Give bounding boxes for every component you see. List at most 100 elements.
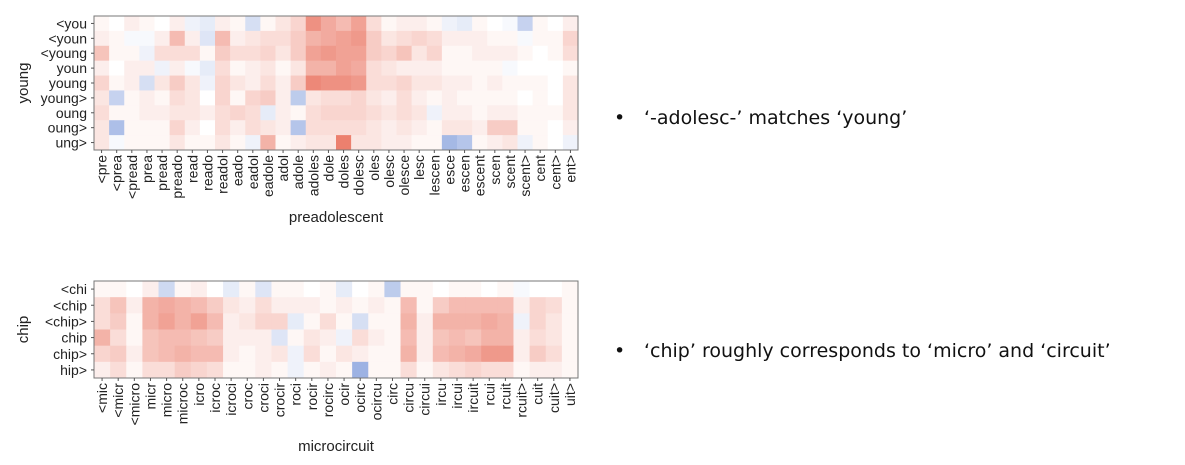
heatmap-cell — [154, 45, 171, 62]
heatmap-cell — [381, 75, 397, 91]
heatmap-cell — [396, 45, 413, 62]
x-tick-label: croc — [239, 383, 255, 409]
heatmap-cell — [290, 60, 307, 77]
annotation-text: ‘-adolesc-’ matches ‘young’ — [644, 107, 908, 129]
heatmap-cell — [432, 313, 450, 330]
heatmap-cell — [223, 345, 240, 363]
x-tick-label: circui — [417, 383, 433, 416]
heatmap-cell — [305, 30, 322, 47]
heatmap-cell — [124, 75, 140, 91]
heatmap-cell — [190, 345, 208, 363]
x-tick-label: ent> — [562, 155, 578, 183]
heatmap-cell — [502, 120, 518, 136]
heatmap-cell — [384, 361, 402, 379]
heatmap-cell — [190, 281, 208, 298]
heatmap-cell — [497, 313, 514, 330]
x-tick-label: readol — [215, 155, 231, 194]
heatmap-cell — [184, 16, 201, 32]
heatmap-cell — [319, 329, 337, 347]
heatmap-cell — [411, 105, 428, 121]
heatmap-cell — [472, 120, 488, 136]
heatmap-cell — [366, 75, 382, 91]
heatmap-cell — [487, 105, 503, 121]
heatmap-cell — [561, 345, 579, 363]
heatmap-cell — [154, 60, 171, 77]
heatmap-cell — [320, 75, 337, 91]
heatmap-cell — [303, 297, 321, 314]
x-tick-label: rcuit — [497, 383, 513, 410]
heatmap-cell — [336, 90, 352, 106]
heatmap-cell — [545, 297, 563, 314]
heatmap-cell — [124, 135, 140, 151]
heatmap-cell — [432, 361, 450, 379]
heatmap-cell — [255, 329, 272, 347]
plot-frame — [93, 280, 579, 379]
x-tick-label: cent> — [547, 155, 563, 190]
heatmap-cell — [517, 75, 534, 91]
heatmap-cell — [174, 361, 192, 379]
heatmap-cell — [465, 281, 482, 298]
heatmap-cell — [529, 361, 547, 379]
heatmap-cell — [169, 45, 186, 62]
heatmap-cell — [547, 135, 564, 151]
heatmap-cell — [255, 297, 272, 314]
bullet-icon: • — [614, 107, 626, 129]
heatmap-cell — [109, 45, 125, 62]
heatmap-cell — [532, 105, 549, 121]
heatmap-cell — [381, 120, 397, 136]
heatmap-cell — [457, 75, 473, 91]
heatmap-cell — [158, 361, 176, 379]
heatmap-cell — [529, 297, 547, 314]
heatmap-cell — [381, 105, 397, 121]
heatmap-cell — [547, 45, 564, 62]
heatmap-cell — [109, 16, 125, 32]
heatmap-cell — [230, 60, 246, 77]
heatmap-cell — [158, 329, 176, 347]
heatmap-cell — [260, 75, 276, 91]
heatmap-cell — [396, 90, 413, 106]
heatmap-cell — [287, 297, 305, 314]
y-tick-label: young> — [41, 90, 87, 106]
heatmap-cell — [366, 16, 382, 32]
heatmap-cell — [487, 60, 503, 77]
heatmap-cell — [215, 120, 231, 136]
x-tick-label: ircu — [433, 383, 449, 406]
heatmap-cell — [169, 75, 186, 91]
heatmap-cell — [396, 120, 413, 136]
heatmap-cell — [366, 120, 382, 136]
heatmap-cell — [184, 45, 201, 62]
bullet-icon: • — [614, 340, 626, 362]
heatmap-cell — [457, 90, 473, 106]
heatmap-cell — [110, 281, 127, 298]
heatmap-cell — [223, 361, 240, 379]
heatmap-cell — [169, 120, 186, 136]
heatmap-cell — [245, 60, 261, 77]
x-tick-label: micr — [142, 383, 158, 410]
heatmap-cell — [174, 313, 192, 330]
heatmap-cell — [497, 361, 514, 379]
heatmap-cell — [396, 105, 413, 121]
x-tick-label: crocir — [272, 383, 288, 418]
heatmap-cell — [562, 105, 579, 121]
heatmap-cell — [142, 297, 160, 314]
x-tick-label: cuit> — [546, 383, 562, 413]
heatmap-cell — [320, 105, 337, 121]
heatmap-cell — [562, 30, 579, 47]
heatmap-cell — [126, 297, 143, 314]
heatmap-cell — [416, 329, 434, 347]
y-tick-label: <chip — [53, 297, 87, 313]
x-tick-label: microc — [175, 383, 191, 424]
heatmap-cell — [547, 30, 564, 47]
heatmap-cell — [290, 90, 307, 106]
heatmap-cell — [199, 60, 216, 77]
heatmap-cell — [411, 45, 428, 62]
heatmap-cell — [352, 313, 369, 330]
heatmap-cell — [502, 30, 518, 47]
heatmap-cell — [400, 313, 418, 330]
heatmap-cell — [287, 361, 305, 379]
heatmap-cell — [336, 329, 353, 347]
heatmap-cell — [532, 60, 549, 77]
heatmap-cell — [94, 120, 110, 136]
heatmap-cell — [416, 313, 434, 330]
heatmap-cell — [351, 135, 367, 151]
